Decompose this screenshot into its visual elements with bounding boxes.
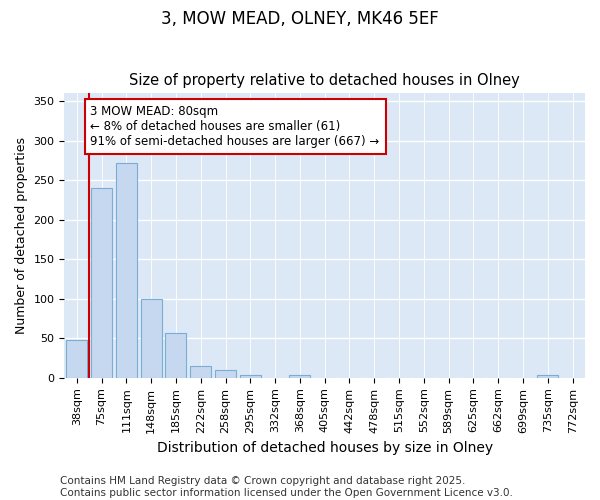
Bar [166,333,187,378]
Bar [66,340,88,378]
Text: 3, MOW MEAD, OLNEY, MK46 5EF: 3, MOW MEAD, OLNEY, MK46 5EF [161,10,439,28]
Bar [91,188,112,378]
Bar [190,366,211,378]
Text: 3 MOW MEAD: 80sqm
← 8% of detached houses are smaller (61)
91% of semi-detached : 3 MOW MEAD: 80sqm ← 8% of detached house… [91,105,380,148]
Bar [240,374,261,378]
Bar [289,376,310,378]
Text: Contains HM Land Registry data © Crown copyright and database right 2025.
Contai: Contains HM Land Registry data © Crown c… [60,476,513,498]
Bar [215,370,236,378]
Bar [116,163,137,378]
X-axis label: Distribution of detached houses by size in Olney: Distribution of detached houses by size … [157,441,493,455]
Title: Size of property relative to detached houses in Olney: Size of property relative to detached ho… [130,73,520,88]
Bar [537,376,559,378]
Y-axis label: Number of detached properties: Number of detached properties [15,137,28,334]
Bar [140,299,162,378]
